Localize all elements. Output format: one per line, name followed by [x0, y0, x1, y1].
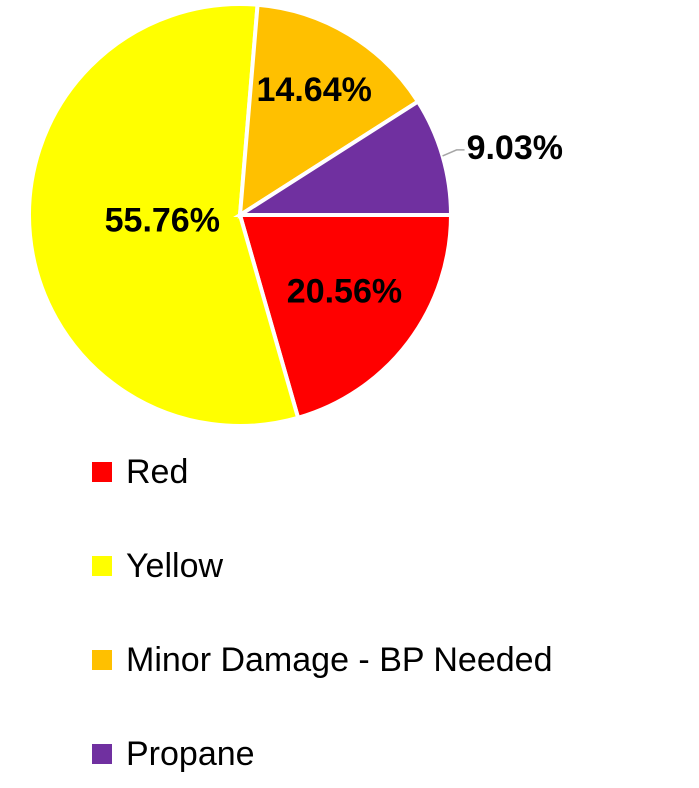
- pie-slice: [237, 213, 454, 421]
- legend-swatch: [92, 462, 112, 482]
- data-label: 55.76%: [105, 202, 220, 240]
- legend-label: Minor Damage - BP Needed: [126, 641, 552, 679]
- legend-label: Yellow: [126, 547, 223, 585]
- leader-line: [442, 149, 465, 157]
- pie-slice: [27, 2, 301, 428]
- pie-slice: [237, 2, 421, 219]
- legend-swatch: [92, 744, 112, 764]
- pie-slice: [233, 98, 454, 217]
- legend-label: Red: [126, 453, 188, 491]
- legend-label: Propane: [126, 735, 255, 773]
- data-label: 20.56%: [287, 273, 402, 311]
- legend-swatch: [92, 650, 112, 670]
- legend-swatch: [92, 556, 112, 576]
- data-label: 9.03%: [467, 129, 563, 167]
- data-label: 14.64%: [257, 71, 372, 109]
